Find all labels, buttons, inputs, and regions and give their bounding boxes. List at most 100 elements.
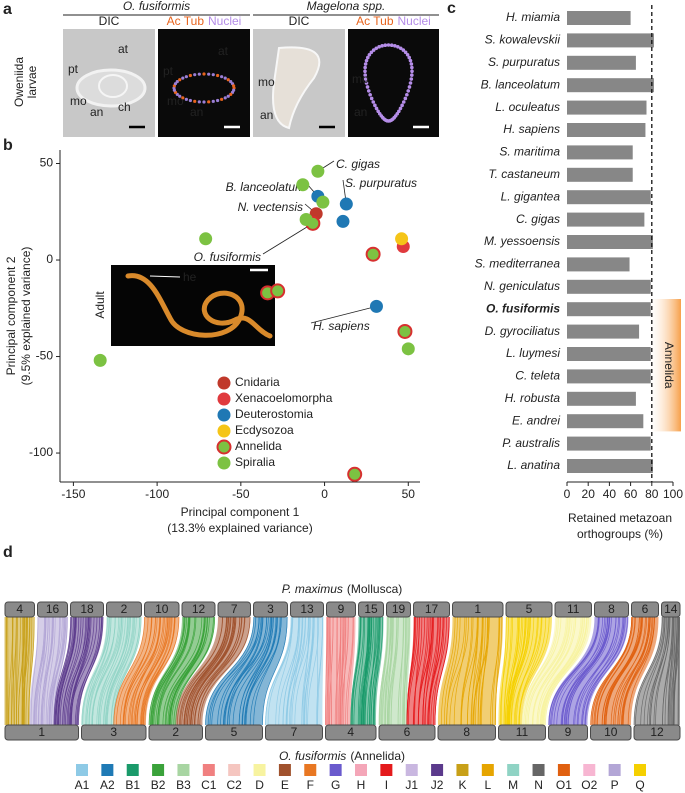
synteny-line bbox=[140, 616, 172, 726]
chromosome-label: 5 bbox=[526, 602, 533, 616]
synteny-line bbox=[460, 616, 474, 726]
category-label: S. purpuratus bbox=[488, 55, 560, 69]
image-annotation: at bbox=[218, 44, 229, 58]
legend-label: O1 bbox=[556, 778, 572, 792]
synteny-line bbox=[413, 616, 423, 726]
synteny-line bbox=[303, 616, 310, 726]
legend-swatch bbox=[101, 764, 114, 776]
y-tick-label: 0 bbox=[46, 252, 53, 266]
chromosome bbox=[265, 724, 323, 741]
synteny-line bbox=[610, 616, 647, 726]
synteny-line bbox=[113, 616, 145, 726]
chromosome-label: 2 bbox=[121, 602, 128, 616]
category-label: S. mediterranea bbox=[475, 257, 561, 271]
chromosome-label: 6 bbox=[404, 725, 411, 739]
bar bbox=[567, 391, 636, 406]
chromosome-label: 16 bbox=[46, 602, 60, 616]
legend-label: I bbox=[385, 778, 388, 792]
panel-label: d bbox=[3, 544, 13, 561]
synteny-line bbox=[141, 616, 176, 726]
synteny-line bbox=[40, 616, 53, 726]
chromosome bbox=[217, 601, 251, 618]
synteny-line bbox=[361, 616, 371, 726]
point-annotation: O. fusiformis bbox=[194, 250, 261, 264]
top-title: P. maximus (Mollusca) bbox=[282, 582, 402, 596]
synteny-line bbox=[162, 616, 203, 726]
synteny-line bbox=[54, 616, 74, 726]
legend-swatch bbox=[217, 408, 231, 422]
synteny-line bbox=[186, 616, 232, 726]
chromosome bbox=[37, 601, 68, 618]
point bbox=[401, 342, 415, 356]
synteny-band bbox=[522, 617, 592, 725]
legend-swatch bbox=[557, 764, 570, 776]
chromosome-label: 14 bbox=[664, 602, 678, 616]
synteny-line bbox=[62, 616, 82, 726]
nucleus bbox=[184, 97, 188, 101]
legend-label: D bbox=[255, 778, 264, 792]
nucleus bbox=[368, 92, 372, 97]
bar bbox=[567, 414, 644, 429]
nucleus bbox=[408, 58, 413, 63]
synteny-line bbox=[417, 616, 428, 726]
legend-swatch bbox=[380, 764, 393, 776]
nucleus bbox=[366, 89, 371, 93]
legend-label: E bbox=[281, 778, 289, 792]
legend-label: J1 bbox=[405, 778, 418, 792]
y-tick-label: -100 bbox=[29, 445, 53, 459]
legend-swatch bbox=[583, 764, 596, 776]
bar bbox=[567, 78, 654, 93]
bar bbox=[567, 145, 633, 160]
x-tick-label: 0 bbox=[321, 487, 328, 501]
nucleus bbox=[380, 44, 384, 48]
panel-label: c bbox=[447, 0, 456, 17]
nucleus bbox=[389, 43, 394, 48]
synteny-line bbox=[505, 616, 522, 726]
species: O. fusiformis bbox=[279, 749, 346, 763]
synteny-line bbox=[453, 616, 467, 726]
synteny-line bbox=[649, 616, 668, 726]
category-label: L. gigantea bbox=[501, 189, 561, 203]
synteny-line bbox=[10, 616, 14, 726]
synteny-line bbox=[351, 616, 362, 726]
nucleus bbox=[363, 69, 367, 74]
synteny-line bbox=[473, 616, 484, 726]
point bbox=[397, 323, 413, 339]
y-axis-label: (9.5% explained variance) bbox=[19, 247, 33, 386]
legend-swatch bbox=[216, 439, 232, 455]
nucleus bbox=[226, 78, 230, 82]
synteny-line bbox=[475, 616, 484, 726]
image-annotation: mo bbox=[167, 94, 184, 108]
legend-swatch bbox=[431, 764, 444, 776]
synteny-line bbox=[428, 616, 439, 726]
legend-label: H bbox=[357, 778, 366, 792]
synteny-line bbox=[353, 616, 364, 726]
legend-label: C2 bbox=[227, 778, 243, 792]
synteny-line bbox=[97, 616, 123, 726]
synteny-line bbox=[650, 616, 669, 726]
chromosome-label: 1 bbox=[474, 602, 481, 616]
synteny-line bbox=[662, 616, 675, 726]
synteny-line bbox=[397, 616, 404, 726]
point-annotation: H. sapiens bbox=[313, 319, 370, 333]
x-tick-label: 60 bbox=[624, 487, 638, 501]
synteny-line bbox=[134, 616, 167, 726]
nucleus bbox=[371, 100, 376, 104]
synteny-line bbox=[51, 616, 64, 726]
x-tick-label: 0 bbox=[564, 487, 571, 501]
x-axis-label: orthogroups (%) bbox=[577, 527, 663, 541]
image-annotation: an bbox=[354, 105, 367, 119]
legend-label: Xenacoelomorpha bbox=[235, 391, 333, 405]
synteny-band bbox=[29, 617, 68, 725]
synteny-line bbox=[262, 616, 288, 726]
nucleus bbox=[398, 46, 403, 51]
synteny-line bbox=[48, 616, 60, 726]
nucleus bbox=[410, 69, 414, 74]
bar bbox=[567, 302, 651, 317]
nucleus bbox=[197, 100, 201, 104]
y-tick-label: -50 bbox=[36, 349, 54, 363]
point bbox=[395, 232, 409, 246]
nucleus bbox=[364, 58, 369, 63]
legend-swatch bbox=[126, 764, 139, 776]
chromosome bbox=[631, 601, 659, 618]
